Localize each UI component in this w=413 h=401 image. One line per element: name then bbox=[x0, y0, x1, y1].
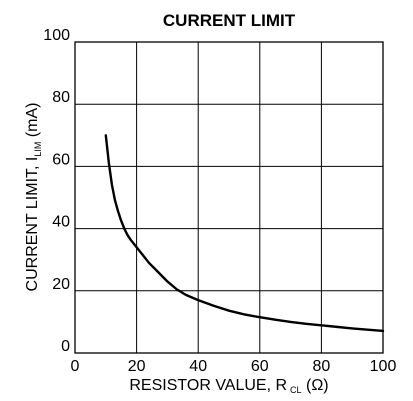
y-tick-label: 20 bbox=[52, 276, 70, 293]
y-tick-labels: 0 20 40 60 80 100 bbox=[43, 27, 70, 355]
y-tick-label: 60 bbox=[52, 151, 70, 168]
series-line bbox=[104, 134, 385, 333]
chart-title: CURRENT LIMIT bbox=[163, 11, 296, 30]
x-tick-label: 20 bbox=[128, 358, 146, 375]
y-axis-label: CURRENT LIMIT, ILIM (mA) bbox=[24, 103, 43, 292]
x-tick-label: 0 bbox=[71, 358, 80, 375]
x-tick-label: 40 bbox=[189, 358, 207, 375]
x-tick-label: 80 bbox=[313, 358, 331, 375]
x-axis-label-main: RESISTOR VALUE, R bbox=[129, 377, 287, 394]
x-tick-label: 60 bbox=[251, 358, 269, 375]
y-axis-label-subscript: LIM bbox=[33, 142, 43, 157]
y-axis-label-main: CURRENT LIMIT, I bbox=[24, 157, 41, 292]
x-axis-label: RESISTOR VALUE, R CL (Ω) bbox=[129, 377, 328, 395]
y-tick-label: 80 bbox=[52, 89, 70, 106]
y-tick-label: 100 bbox=[43, 27, 70, 44]
x-tick-label: 100 bbox=[370, 358, 397, 375]
x-axis-label-subscript: CL bbox=[290, 385, 302, 395]
x-tick-labels: 0 20 40 60 80 100 bbox=[71, 358, 397, 375]
y-tick-label: 40 bbox=[52, 214, 70, 231]
y-tick-label: 0 bbox=[61, 338, 70, 355]
plot-frame bbox=[74, 41, 384, 354]
y-axis-label-unit: (mA) bbox=[24, 103, 41, 142]
x-axis-label-unit: (Ω) bbox=[302, 377, 329, 394]
grid-lines bbox=[75, 42, 383, 353]
